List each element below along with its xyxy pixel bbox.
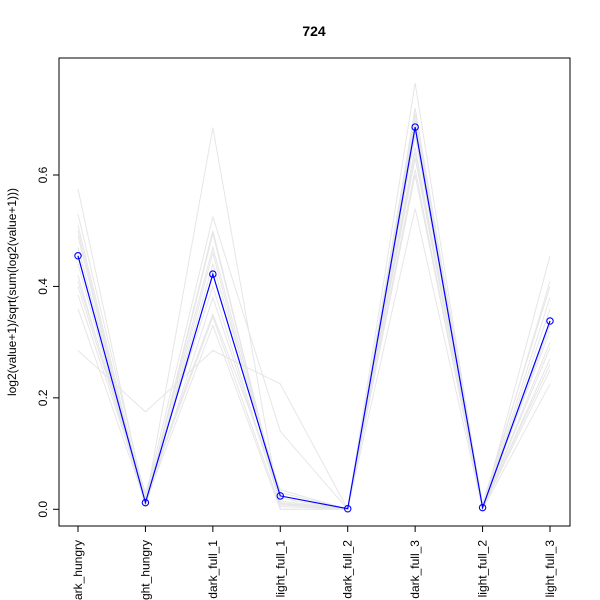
y-axis-label: log2(value+1)/sqrt(sum(log2(value+1))) (5, 188, 19, 396)
background-series-group (77, 82, 551, 512)
background-series-line (77, 82, 551, 510)
background-series-line (77, 108, 551, 511)
highlight-point (276, 492, 285, 500)
background-series-line (77, 169, 551, 511)
x-tick-label: light_full_1 (273, 540, 287, 598)
x-tick-label: dark_full_1 (206, 540, 220, 599)
plot-frame (58, 57, 571, 527)
y-axis: 0.0 0.2 0.4 0.6 (36, 166, 60, 518)
x-tick-label: ght_hungry (138, 540, 152, 600)
highlight-point (141, 498, 150, 507)
background-series-line (77, 130, 551, 510)
background-series-line (77, 147, 551, 512)
y-tick-label: 0.2 (36, 389, 50, 406)
highlight-point (411, 123, 419, 131)
x-tick-label: light_full_2 (476, 540, 490, 598)
x-tick-label: light_full_3 (543, 540, 557, 598)
highlight-point (478, 503, 487, 512)
highlight-point (74, 252, 82, 260)
x-tick-label: ark_hungry (71, 540, 85, 600)
chart-title: 724 (302, 23, 326, 39)
background-series-line (77, 208, 551, 511)
x-tick-label: dark_full_3 (408, 540, 422, 599)
background-series-line (77, 124, 551, 512)
x-tick-label: dark_full_2 (341, 540, 355, 599)
background-series-line (77, 152, 551, 510)
background-series-line (77, 158, 551, 510)
background-series-line (77, 113, 551, 510)
x-axis: ark_hungry ght_hungry dark_full_1 light_ful… (71, 525, 557, 600)
background-series-line (77, 174, 551, 511)
background-series-line (77, 119, 551, 510)
y-tick-label: 0.4 (36, 278, 50, 295)
highlight-series-group (74, 123, 554, 513)
y-tick-label: 0.6 (36, 166, 50, 183)
highlight-series-line (77, 126, 551, 510)
highlight-point (209, 270, 217, 278)
y-tick-label: 0.0 (36, 501, 50, 518)
highlight-point (546, 317, 554, 325)
highlight-point (343, 504, 352, 513)
background-series-line (77, 135, 551, 510)
